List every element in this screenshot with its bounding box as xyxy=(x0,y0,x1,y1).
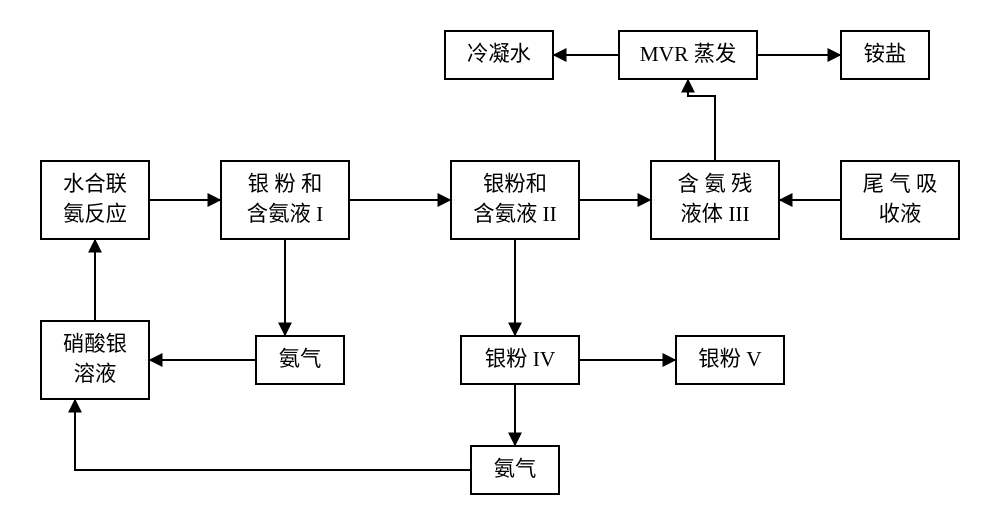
node-hydrazine_rx: 水合联 氨反应 xyxy=(40,160,150,240)
node-agno3: 硝酸银 溶液 xyxy=(40,320,150,400)
edge-nh3_residual-to-mvr xyxy=(688,80,715,160)
node-tail_gas: 尾 气 吸 收液 xyxy=(840,160,960,240)
node-ag_liq1: 银 粉 和 含氨液 I xyxy=(220,160,350,240)
node-mvr: MVR 蒸发 xyxy=(618,30,758,80)
node-ag_liq2: 银粉和 含氨液 II xyxy=(450,160,580,240)
node-ammonium_salt: 铵盐 xyxy=(840,30,930,80)
node-nh3_residual: 含 氨 残 液体 III xyxy=(650,160,780,240)
node-ag5: 银粉 V xyxy=(675,335,785,385)
node-ag4: 银粉 IV xyxy=(460,335,580,385)
node-condensate: 冷凝水 xyxy=(444,30,554,80)
edge-nh3_b-to-agno3 xyxy=(75,400,470,470)
node-nh3_b: 氨气 xyxy=(470,445,560,495)
node-nh3_a: 氨气 xyxy=(255,335,345,385)
